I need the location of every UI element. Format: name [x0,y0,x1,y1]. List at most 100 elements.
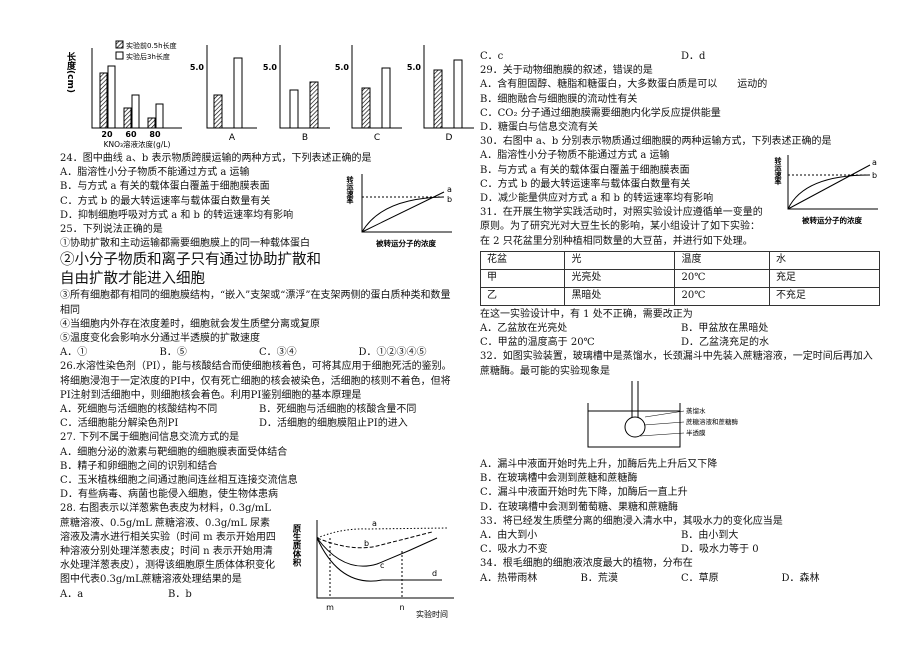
curve-b [787,174,871,210]
option: C．吸水力不变 [480,544,548,556]
y-tick: 5.0 [190,63,205,72]
panel-label: C [374,133,380,143]
option-row: B．与方式 a 有关的载体蛋白覆盖于细胞膜表面 [60,180,334,194]
statement: ③所有细胞都有相同的细胞膜结构，“嵌入”支架或“漂浮”在支架两侧的蛋白质种类和数… [60,290,451,316]
header-cell: 温度 [674,250,770,270]
pointer [644,410,685,418]
table-row: 甲光亮处 20℃ 充足 [479,268,881,288]
bar [131,94,140,129]
option-row: C．方式 b 的最大转运速率与载体蛋白数量有关 [60,195,334,209]
option-row: C．吸水力不变 D．吸水力等于 0 [480,543,882,557]
curve-d [316,538,442,582]
header-cell: 光 [564,250,676,270]
option: A．热带雨林 [480,572,538,584]
option: D．乙盆浇充足的水 [681,337,770,349]
question-stem: 25．下列说法正确的是 [60,224,163,236]
axes [361,174,452,233]
bar [233,57,243,129]
option: A．由大到小 [480,530,538,542]
panel-a: 5.0 A [190,45,257,143]
option: C．草原 [681,572,719,584]
panel-main: 长度(cm) 20 60 80 KNO₃溶液浓度(g/L) 实验前0.5h长度 … [65,40,182,149]
question-stem: 29．关于动物细胞膜的叙述，错误的是 [480,65,653,77]
option: A．死细胞与活细胞的核酸结构不同 [60,404,218,416]
option: B．细胞融合与细胞膜的流动性有关 [480,93,638,105]
question: 27. 下列不属于细胞间信息交流方式的是 A．细胞分泌的激素与靶细胞的细胞膜表面受… [60,431,458,502]
option-row: B．细胞融合与细胞膜的流动性有关 [480,93,882,107]
x-tick: 80 [149,130,161,139]
option: C．c [480,51,504,62]
option: D．糖蛋白与信息交流有关 [480,122,599,134]
right-column: C．c D．d 29．关于动物细胞膜的叙述，错误的是 A．含有胆固醇、糖脂和糖蛋白，大… [479,50,882,586]
x-label: KNO₃溶液浓度(g/L) [104,139,171,149]
statement: ②小分子物质和离子只有通过协助扩散和自由扩散才能进入细胞 [60,252,321,288]
y-label: 转运速率 [346,175,355,205]
question-stem: 33．将已经发生质壁分离的细胞浸入清水中，其吸水力的变化应当是 [480,515,783,527]
osmosis-apparatus: 蒸馏水 蔗糖溶液和蔗糖酶 半透膜 [587,380,739,448]
panel-d: 5.0 D [407,45,474,143]
option-row: A．脂溶性小分子物质不能通过方式 a 运输 [480,149,764,163]
curve-label: c [380,561,384,570]
bar [381,67,391,129]
option-row: A．① B．⑤ C．③④ D．①②③④⑤ [60,346,458,360]
option-row: B．与方式 a 有关的载体蛋白覆盖于细胞膜表面 [480,164,764,178]
statement: ④当细胞内外存在浓度差时，细胞就会发生质壁分离或复原 [60,318,320,330]
bar [309,81,319,129]
follow-up: 在这一实验设计中，有 1 处不正确，需要改正为 [480,308,693,320]
funnel-bulb [624,416,646,438]
bar [147,117,156,129]
option: B．死细胞与活细胞的核酸含量不同 [259,404,417,416]
x-label: 被转运分子的浓度 [802,215,862,225]
option: A．脂溶性小分子物质不能通过方式 a 运输 [60,167,250,179]
panel-label: A [229,133,236,143]
transport-graph: a b 转运速率 被转运分子的浓度 [346,174,452,248]
question-stem: 30．右图中 a、b 分别表示物质通过细胞膜的两种运输方式，下列表述正确的是 [480,136,832,148]
panel-b: 5.0 B [263,45,330,143]
y-label: 转运速率 [774,157,783,187]
y-tick: 5.0 [407,63,422,72]
curve-label: b [364,539,369,548]
question-stem: 34．根毛细胞的细胞液浓度最大的植物，分布在 [480,558,693,570]
question: 24．图中曲线 a、b 表示物质跨膜运输的两种方式，下列表述正确的是 a b 转… [60,152,458,248]
option-row: A．乙盆放在光亮处 B．甲盆放在黑暗处 [480,322,882,336]
curve-label: a [872,158,877,167]
option: B．由小到大 [681,530,739,542]
question-stem: 28. 右图表示以洋葱紫色表皮为材料，0.3g/mL 蔗糖溶液、0.5g/mL … [60,503,276,586]
x-label: 实验时间 [416,609,448,618]
legend-swatch [115,40,124,49]
option: C．活细胞能分解染色剂PI [60,418,179,430]
option-row: A．细胞分泌的激素与靶细胞的细胞膜表面受体结合 [60,446,458,460]
option: D．活细胞的细胞膜阻止PI的进入 [259,418,408,430]
axes [787,155,878,210]
x-tick: 60 [125,130,137,139]
curve-c [316,538,438,568]
option: A．乙盆放在光亮处 [480,323,568,335]
option-row: C．漏斗中液面开始时先下降，加酶后一直上升 [480,486,882,500]
option-row: A．含有胆固醇、糖脂和糖蛋白，大多数蛋白质是可以 运动的 [480,78,882,92]
y-tick: 5.0 [335,63,350,72]
table-cell: 不充足 [768,286,881,306]
trough [587,402,681,448]
panel-c: 5.0 C [335,45,402,143]
protoplast-graph: a b c d m n 原生质体积 实验时间 [291,519,454,618]
bar [99,72,108,129]
table-header: 花盆光温度水 [479,250,881,270]
option: C．玉米植株细胞之间通过胞间连丝相互连接交流信息 [60,475,298,487]
option-row: D．有些病毒、病菌也能侵入细胞，使生物体患病 [60,488,458,502]
statement: ①协助扩散和主动运输都需要细胞膜上的同一种载体蛋白 [60,238,310,250]
funnel-tube [631,380,639,419]
table-cell: 光亮处 [564,268,676,288]
apparatus-label: 半透膜 [686,428,706,437]
option-row: B．在玻璃槽中会测到蔗糖和蔗糖酶 [480,472,882,486]
question: 30．右图中 a、b 分别表示物质通过细胞膜的两种运输方式，下列表述正确的是 a… [480,135,882,225]
y-label: 长度(cm) [65,51,76,93]
curve-label: a [372,519,377,528]
option-row: C．c D．d [480,50,882,64]
option: B．在玻璃槽中会测到蔗糖和蔗糖酶 [480,473,638,485]
panel-label: D [446,133,453,143]
x-tick: 20 [101,130,113,139]
legend-swatch [115,51,124,60]
question: 32．如图实验装置，玻璃槽中是蒸馏水，长颈漏斗中先装入蔗糖溶液，一定时间后再加入… [480,350,882,514]
question: 31．在开展生物学实践活动时，对照实验设计应遵循单一变量的原则。为了研究光对大豆… [479,206,882,350]
axes [423,45,474,129]
